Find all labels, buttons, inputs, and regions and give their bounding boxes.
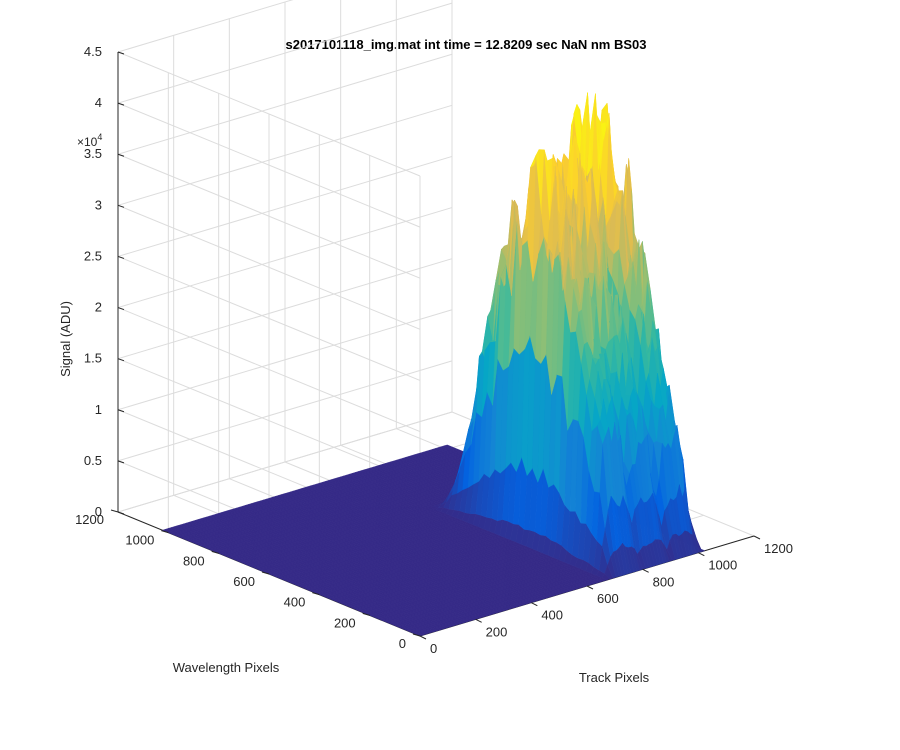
y-tick-label: 800: [183, 553, 205, 568]
z-tick-label: 3.5: [84, 146, 102, 161]
z-tick-mark: [117, 51, 125, 55]
z-tick-label: 0.5: [84, 453, 102, 468]
y-tick-label: 1000: [125, 533, 154, 548]
grid-line: [117, 255, 421, 381]
x-tick-mark: [698, 552, 705, 557]
x-axis-label: Track Pixels: [579, 670, 650, 685]
x-tick-mark: [642, 568, 649, 573]
grid-line: [117, 309, 453, 411]
x-tick-label: 400: [541, 608, 563, 623]
y-tick-label: 200: [334, 615, 356, 630]
z-tick-mark: [117, 153, 125, 157]
x-tick-mark: [753, 535, 761, 540]
z-tick-label: 1: [95, 402, 102, 417]
y-tick-mark: [362, 612, 370, 616]
grid-line: [117, 207, 453, 309]
z-tick-mark: [117, 358, 125, 362]
y-tick-label: 600: [233, 574, 255, 589]
z-tick-label: 2: [95, 300, 102, 315]
z-tick-mark: [117, 204, 125, 208]
grid-line: [117, 358, 421, 484]
grid-line: [117, 411, 453, 513]
z-exponent-label: ×104: [77, 132, 102, 149]
x-tick-label: 200: [486, 624, 508, 639]
surface-plot: [161, 92, 706, 637]
z-axis-label: Signal (ADU): [58, 301, 73, 377]
y-axis-label: Wavelength Pixels: [173, 660, 280, 675]
grid-line: [117, 102, 421, 228]
z-tick-label: 0: [95, 504, 102, 519]
grid-line: [117, 53, 453, 155]
y-tick-mark: [412, 633, 421, 637]
z-tick-mark: [117, 409, 125, 413]
tick-group: 0 0.5 1 1.5 2 2.5 3 3.5 4 4.5 0 200 400 600 800 1000 120…: [75, 44, 793, 656]
x-tick-label: 800: [653, 574, 675, 589]
grid-line: [117, 2, 453, 104]
z-tick-label: 2.5: [84, 248, 102, 263]
y-tick-mark: [312, 592, 320, 596]
y-tick-mark: [211, 550, 219, 554]
grid-line: [117, 307, 421, 433]
grid-line: [117, 155, 453, 257]
z-tick-label: 1.5: [84, 351, 102, 366]
y-tick-mark: [161, 530, 169, 534]
y-tick-label: 400: [284, 595, 306, 610]
z-exponent-power: 4: [97, 132, 102, 142]
z-tick-mark: [117, 255, 125, 259]
z-tick-mark: [117, 511, 125, 515]
x-tick-mark: [586, 585, 594, 590]
x-tick-label: 0: [430, 641, 437, 656]
grid-line: [117, 204, 421, 330]
x-tick-mark: [531, 602, 538, 607]
grid-line: [117, 360, 453, 462]
y-tick-label: 0: [399, 636, 406, 651]
grid-line: [117, 104, 453, 206]
y-tick-label: 1200: [75, 512, 104, 527]
y-tick-mark: [261, 571, 270, 575]
x-tick-label: 1000: [708, 558, 737, 573]
z-exponent-base: ×10: [77, 135, 98, 149]
grid-line: [117, 153, 421, 279]
x-tick-label: 1200: [764, 541, 793, 556]
y-tick-mark: [110, 509, 119, 513]
grid-line: [117, 258, 453, 360]
z-tick-mark: [117, 307, 125, 311]
z-tick-label: 4.5: [84, 44, 102, 59]
z-tick-mark: [117, 102, 125, 106]
z-tick-label: 3: [95, 197, 102, 212]
z-tick-label: 4: [95, 95, 102, 110]
z-tick-mark: [117, 460, 125, 464]
x-tick-mark: [475, 618, 482, 623]
x-tick-label: 600: [597, 591, 619, 606]
x-tick-mark: [419, 635, 427, 640]
chart-title: s2017101118_img.mat int time = 12.8209 s…: [286, 37, 647, 52]
grid-line: [117, 0, 294, 53]
grid-line: [117, 51, 421, 177]
surface-cell: [696, 539, 706, 552]
